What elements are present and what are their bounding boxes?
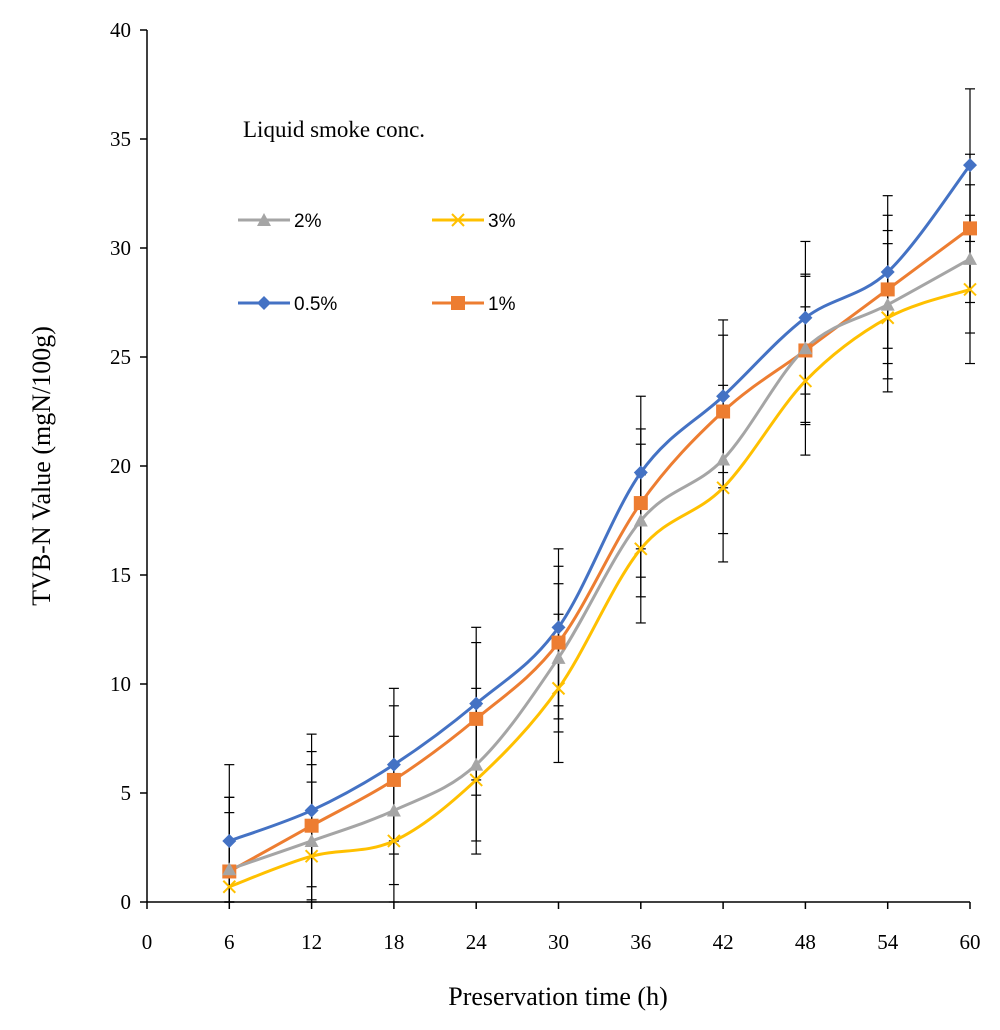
data-point-1pct <box>963 221 977 236</box>
data-point-2pct <box>716 452 731 466</box>
legend-label-3pct: 3% <box>488 211 516 232</box>
x-tick-label: 18 <box>383 930 404 954</box>
x-tick-label: 12 <box>301 930 322 954</box>
y-tick-label: 0 <box>121 890 132 914</box>
y-tick-label: 30 <box>110 236 131 260</box>
data-point-1pct <box>469 711 484 726</box>
legend-label-0_5pct: 0.5% <box>294 294 337 315</box>
data-point-2pct <box>963 251 977 265</box>
data-point-2pct <box>880 297 895 311</box>
legend: Liquid smoke conc. 2% 3% 0.5% 1% <box>238 117 516 315</box>
x-tick-label: 24 <box>466 930 488 954</box>
data-point-0_5pct <box>222 833 237 848</box>
legend-marker-3pct <box>451 213 465 227</box>
error-bars <box>224 88 975 903</box>
series-line-3pct <box>228 288 971 889</box>
data-point-3pct <box>222 880 237 894</box>
series-line-0_5pct <box>228 164 972 843</box>
x-tick-label: 36 <box>630 930 651 954</box>
y-tick-label: 35 <box>110 127 131 151</box>
data-point-0_5pct <box>304 803 319 818</box>
x-tick-label: 42 <box>713 930 734 954</box>
y-tick-label: 20 <box>110 454 131 478</box>
legend-label-2pct: 2% <box>294 211 322 232</box>
y-axis-title: TVB-N Value (mgN/100g) <box>27 326 56 606</box>
data-point-2pct <box>633 513 648 527</box>
data-point-3pct <box>880 311 895 325</box>
data-point-3pct <box>551 681 566 696</box>
x-tick-label: 48 <box>795 930 816 954</box>
x-tick-label: 0 <box>142 930 153 954</box>
data-point-0_5pct <box>798 310 813 325</box>
y-tick-label: 40 <box>110 18 131 42</box>
x-axis-title: Preservation time (h) <box>448 982 668 1011</box>
data-point-0_5pct <box>633 465 648 480</box>
data-point-2pct <box>551 650 566 664</box>
x-tick-label: 60 <box>960 930 981 954</box>
x-tick-label: 54 <box>877 930 899 954</box>
data-point-1pct <box>551 635 566 650</box>
axes: 0 5 10 15 20 25 30 35 40 0 6 12 18 24 30 36 42 48 54 60 <box>110 18 981 954</box>
data-point-0_5pct <box>551 620 566 635</box>
data-point-0_5pct <box>963 158 977 173</box>
legend-marker-0_5pct <box>257 296 271 310</box>
y-tick-label: 5 <box>121 781 132 805</box>
data-point-3pct <box>304 849 319 863</box>
data-point-1pct <box>304 818 319 833</box>
data-point-3pct <box>387 834 401 848</box>
y-tick-label: 15 <box>110 563 131 587</box>
legend-title: Liquid smoke conc. <box>243 117 425 142</box>
data-point-1pct <box>633 496 648 511</box>
data-point-0_5pct <box>716 389 731 404</box>
data-point-0_5pct <box>880 264 895 279</box>
data-point-1pct <box>716 404 731 419</box>
data-point-2pct <box>304 833 319 847</box>
legend-marker-2pct <box>257 213 271 226</box>
data-point-1pct <box>386 772 401 787</box>
data-point-2pct <box>386 803 401 817</box>
series-line-1pct <box>228 227 971 873</box>
series-lines <box>228 164 972 889</box>
y-tick-label: 25 <box>110 345 131 369</box>
series-line-2pct <box>228 257 971 871</box>
data-point-1pct <box>880 282 895 297</box>
legend-label-1pct: 1% <box>488 294 516 315</box>
data-point-2pct <box>469 757 484 771</box>
series-markers <box>222 158 977 894</box>
x-tick-label: 6 <box>224 930 235 954</box>
data-point-3pct <box>469 773 483 787</box>
data-point-2pct <box>222 862 237 876</box>
data-point-3pct <box>716 481 730 495</box>
legend-marker-1pct <box>451 296 465 310</box>
data-point-2pct <box>798 341 813 355</box>
data-point-3pct <box>963 282 977 297</box>
y-tick-label: 10 <box>110 672 131 696</box>
x-tick-label: 30 <box>548 930 569 954</box>
data-point-0_5pct <box>386 757 401 772</box>
data-point-0_5pct <box>469 696 484 711</box>
data-point-3pct <box>798 374 813 388</box>
data-point-3pct <box>634 542 648 556</box>
